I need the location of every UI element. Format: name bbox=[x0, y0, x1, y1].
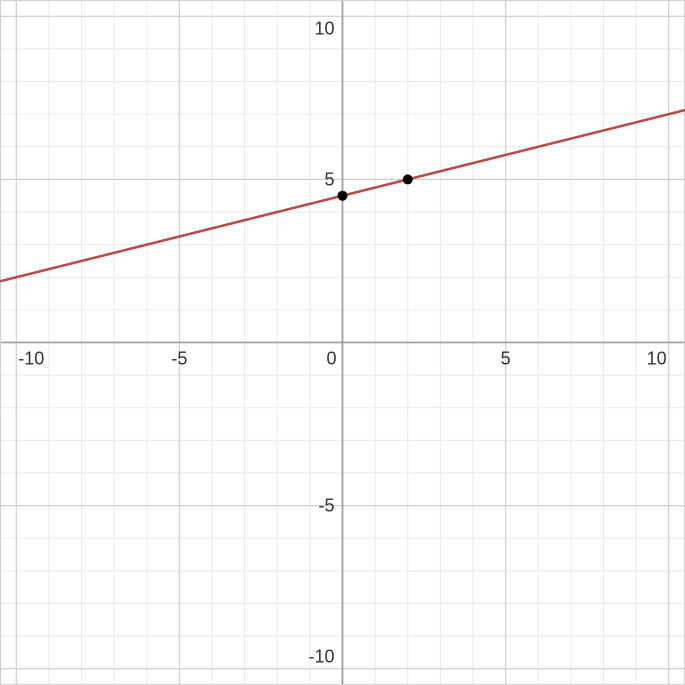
x-tick-label: 5 bbox=[501, 349, 511, 369]
chart-svg: -10 -5 0 5 10 10 5 -5 -10 bbox=[0, 0, 685, 685]
y-tick-label: 5 bbox=[324, 169, 334, 189]
x-tick-label: 10 bbox=[647, 349, 667, 369]
x-tick-label: -10 bbox=[18, 349, 44, 369]
data-point bbox=[338, 191, 348, 201]
x-tick-label: 0 bbox=[326, 349, 336, 369]
data-point bbox=[403, 174, 413, 184]
y-tick-label: -5 bbox=[318, 496, 334, 516]
y-tick-label: -10 bbox=[308, 647, 334, 667]
x-tick-label: -5 bbox=[171, 349, 187, 369]
coordinate-plane-chart: -10 -5 0 5 10 10 5 -5 -10 bbox=[0, 0, 685, 685]
y-tick-label: 10 bbox=[314, 18, 334, 38]
